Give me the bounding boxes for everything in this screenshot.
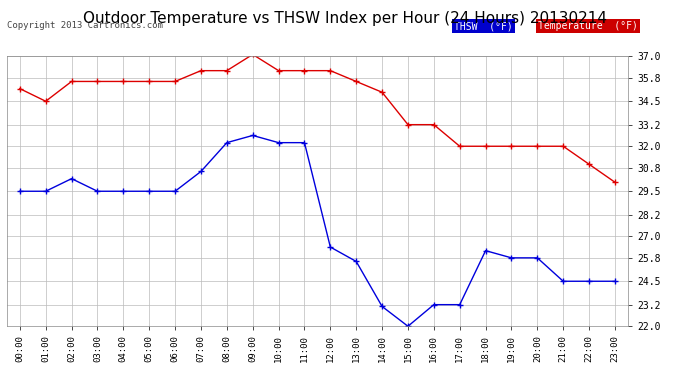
Text: Temperature  (°F): Temperature (°F): [538, 21, 638, 31]
Text: Outdoor Temperature vs THSW Index per Hour (24 Hours) 20130214: Outdoor Temperature vs THSW Index per Ho…: [83, 11, 607, 26]
Text: THSW  (°F): THSW (°F): [454, 21, 513, 31]
Text: Copyright 2013 Cartronics.com: Copyright 2013 Cartronics.com: [7, 21, 163, 30]
